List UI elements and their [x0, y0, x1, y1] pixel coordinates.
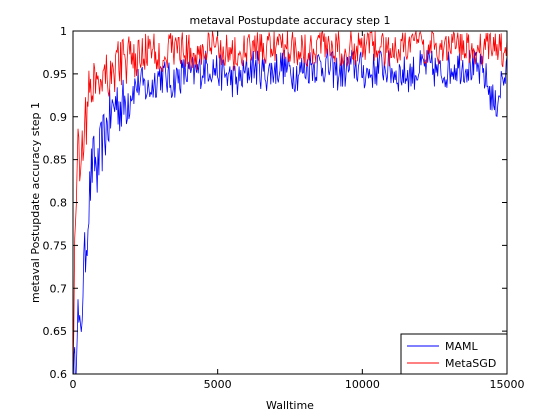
y-tick-label: 0.85	[43, 154, 68, 167]
x-tick-label: 15000	[490, 378, 525, 391]
legend-label-metasgd: MetaSGD	[445, 357, 496, 370]
x-tick-label: 5000	[204, 378, 232, 391]
y-tick-label: 0.9	[50, 111, 68, 124]
plot-background	[73, 31, 507, 374]
legend-label-maml: MAML	[445, 340, 479, 353]
y-tick-label: 0.8	[50, 197, 68, 210]
y-tick-label: 0.65	[43, 325, 68, 338]
series-line-maml	[73, 48, 507, 374]
y-axis-label: metaval Postupdate accuracy step 1	[29, 102, 42, 303]
x-tick-label: 0	[70, 378, 77, 391]
legend: MAML MetaSGD	[400, 333, 508, 375]
chart-title: metaval Postupdate accuracy step 1	[189, 14, 390, 27]
x-axis-label: Walltime	[266, 399, 314, 412]
y-tick-label: 0.6	[50, 368, 68, 381]
y-tick-label: 0.75	[43, 239, 68, 252]
x-tick-label: 10000	[345, 378, 380, 391]
axes: 0 5000 10000 15000 0.6 0.65 0.7 0.75 0.8 0.85 0.9 0…	[43, 25, 525, 391]
legend-box	[400, 333, 508, 375]
plot-area	[73, 31, 507, 374]
series-line-metasgd	[73, 31, 507, 373]
y-tick-label: 1	[60, 25, 67, 38]
y-tick-label: 0.7	[50, 282, 68, 295]
y-tick-label: 0.95	[43, 68, 68, 81]
